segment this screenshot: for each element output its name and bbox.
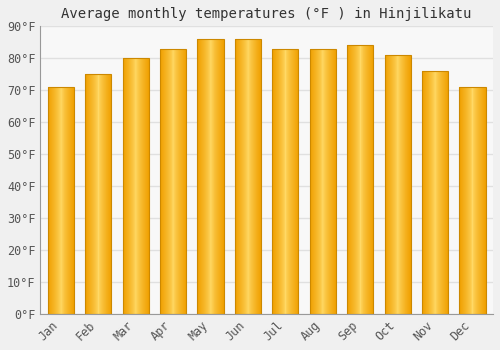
Bar (310, 49, 336, 314)
Bar (384, 55, 410, 314)
Bar (85, 74, 112, 314)
Bar (460, 87, 485, 314)
Bar (347, 46, 374, 314)
Bar (48, 87, 74, 314)
Bar (198, 39, 224, 314)
Bar (235, 39, 261, 314)
Bar (272, 49, 298, 314)
Bar (122, 58, 149, 314)
Bar (422, 71, 448, 314)
Title: Average monthly temperatures (°F ) in Hinjilikatu: Average monthly temperatures (°F ) in Hi… (62, 7, 472, 21)
Bar (160, 49, 186, 314)
